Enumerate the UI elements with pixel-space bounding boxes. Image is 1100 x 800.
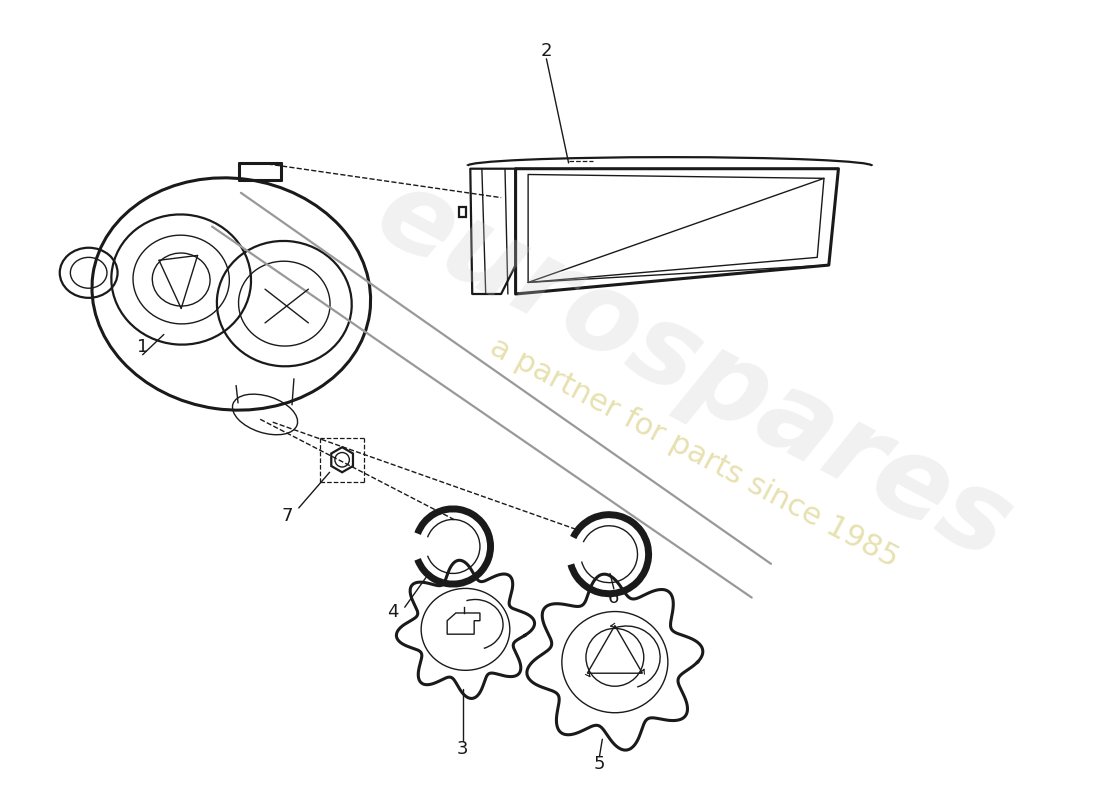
Text: 2: 2 xyxy=(541,42,552,60)
Text: 4: 4 xyxy=(387,603,399,621)
Text: 3: 3 xyxy=(456,740,469,758)
Text: 5: 5 xyxy=(594,755,605,774)
Text: a partner for parts since 1985: a partner for parts since 1985 xyxy=(485,333,903,574)
Text: 6: 6 xyxy=(608,589,619,606)
Text: 7: 7 xyxy=(282,506,293,525)
Text: 1: 1 xyxy=(136,338,149,356)
Text: eurospares: eurospares xyxy=(359,159,1030,583)
